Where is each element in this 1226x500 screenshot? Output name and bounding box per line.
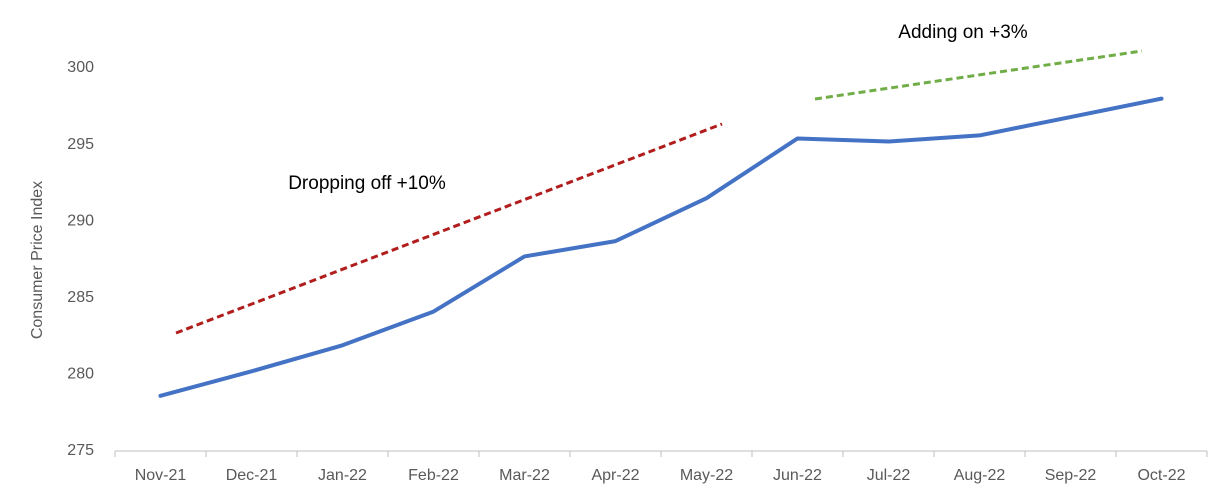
y-tick-label: 300 [67, 59, 94, 76]
annotation: Dropping off +10% [288, 173, 446, 194]
trend-annotation [175, 122, 723, 335]
x-tick-label: Aug-22 [954, 467, 1006, 484]
y-tick-label: 275 [67, 442, 94, 459]
x-tick-label: Mar-22 [499, 467, 550, 484]
y-tick-label: 285 [67, 289, 94, 306]
x-tick-label: Nov-21 [135, 467, 187, 484]
trend-annotation [814, 49, 1143, 101]
x-tick-label: Feb-22 [408, 467, 459, 484]
y-tick-label: 295 [67, 136, 94, 153]
x-tick-label: Jun-22 [773, 467, 822, 484]
x-tick-label: Sep-22 [1045, 467, 1097, 484]
x-tick-label: Jul-22 [867, 467, 911, 484]
x-tick-label: Apr-22 [591, 467, 639, 484]
x-tick-label: Dec-21 [226, 467, 278, 484]
y-tick-label: 290 [67, 212, 94, 229]
x-tick-label: May-22 [680, 467, 733, 484]
y-axis-label: Consumer Price Index [29, 181, 46, 339]
data-line [158, 96, 1164, 398]
x-tick-label: Jan-22 [318, 467, 367, 484]
x-tick-label: Oct-22 [1137, 467, 1185, 484]
annotation: Adding on +3% [898, 22, 1028, 43]
y-tick-label: 280 [67, 366, 94, 383]
